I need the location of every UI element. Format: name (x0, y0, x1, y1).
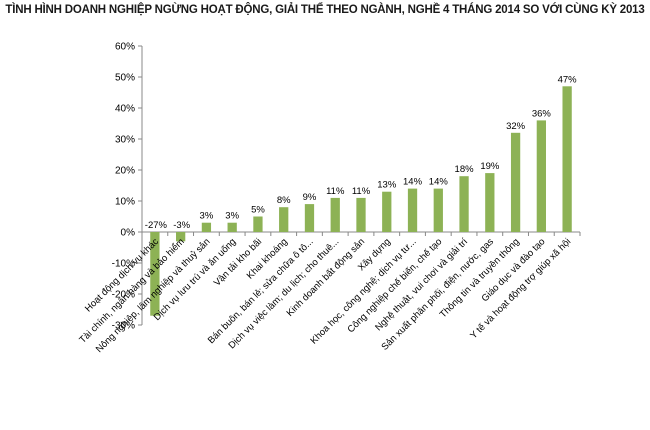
data-label: 47% (558, 74, 578, 85)
bar (536, 120, 546, 232)
bar (279, 207, 289, 232)
y-tick-label: -20% (112, 290, 135, 301)
y-tick-label: 20% (115, 166, 135, 177)
y-tick-label: 0% (121, 228, 136, 239)
chart-title: TÌNH HÌNH DOANH NGHIỆP NGỪNG HOẠT ĐỘNG, … (5, 4, 645, 16)
data-label: 3% (200, 211, 214, 222)
bar (407, 188, 418, 232)
data-label: -27% (145, 220, 168, 231)
data-label: 9% (303, 192, 317, 203)
y-tick-label: 40% (115, 104, 135, 115)
data-label: 18% (455, 164, 475, 175)
bar (459, 176, 469, 232)
bar (201, 222, 212, 232)
data-label: 32% (506, 121, 526, 132)
y-tick-label: 10% (115, 197, 135, 208)
bar (253, 216, 263, 232)
data-label: -3% (173, 220, 190, 231)
data-label: 11% (352, 186, 371, 197)
data-label: 14% (429, 177, 449, 188)
y-tick-label: 60% (115, 42, 135, 53)
bar (382, 191, 392, 232)
y-tick-label: 30% (115, 135, 135, 146)
data-label: 3% (225, 211, 239, 222)
bar (510, 132, 521, 232)
data-label: 19% (480, 161, 500, 172)
data-label: 13% (377, 180, 397, 191)
data-label: 14% (403, 177, 423, 188)
bar-series (150, 86, 572, 316)
bar (304, 204, 315, 232)
data-labels: -27% -3% 3% 3% 5% 8% 9% 11% 11% 13% 14% 14% 18% 19% 32… (145, 74, 577, 231)
y-tick-label: -30% (112, 321, 135, 332)
bar (356, 197, 366, 232)
bar (330, 197, 340, 232)
bar (176, 232, 186, 242)
y-tick-label: 50% (115, 73, 135, 84)
bar (227, 222, 237, 232)
bar (150, 232, 160, 316)
y-tick-label: -10% (112, 259, 135, 270)
data-label: 5% (251, 205, 265, 216)
bar (562, 86, 572, 232)
data-label: 36% (532, 108, 552, 119)
bar (485, 173, 495, 232)
data-label: 11% (326, 186, 345, 197)
bar (433, 188, 443, 232)
data-label: 8% (277, 195, 291, 206)
